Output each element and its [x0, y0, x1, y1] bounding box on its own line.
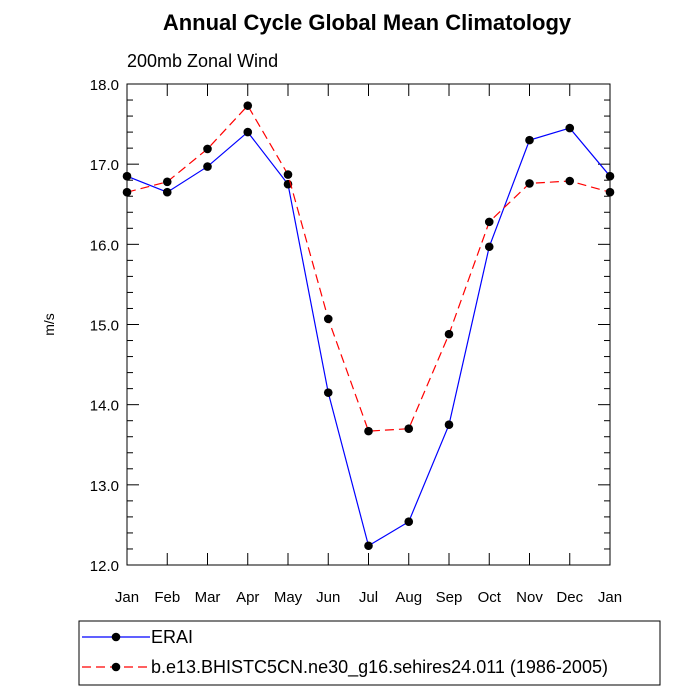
x-tick-label: Jan	[115, 589, 139, 606]
y-tick-label: 18.0	[90, 77, 119, 94]
chart-subtitle: 200mb Zonal Wind	[127, 51, 278, 71]
data-point	[525, 135, 534, 145]
data-point	[364, 541, 373, 551]
x-tick-label: Aug	[395, 589, 422, 606]
data-point	[323, 314, 333, 324]
x-tick-label: Jun	[316, 589, 340, 606]
legend-box	[78, 620, 661, 686]
data-point	[605, 187, 615, 197]
legend: ERAI b.e13.BHISTC5CN.ne30_g16.sehires24.0…	[78, 620, 661, 686]
data-point	[162, 177, 172, 187]
data-point	[404, 517, 414, 527]
data-point	[162, 187, 172, 197]
y-tick-label: 16.0	[90, 237, 119, 254]
y-axis-ticks: 12.0 13.0 14.0 15.0 16.0 17.0 18.0	[90, 77, 610, 575]
y-tick-label: 15.0	[90, 318, 119, 335]
y-tick-label: 17.0	[90, 157, 119, 174]
data-point	[283, 170, 293, 179]
data-point	[605, 171, 615, 181]
y-tick-label: 14.0	[90, 398, 119, 415]
x-tick-label: Oct	[478, 589, 502, 606]
data-point	[565, 176, 575, 186]
data-point	[484, 242, 494, 252]
data-point	[243, 127, 253, 137]
data-point	[404, 424, 414, 434]
series-line	[126, 127, 611, 547]
legend-item: ERAI	[82, 627, 193, 647]
legend-marker	[111, 662, 121, 672]
data-point	[444, 420, 454, 430]
chart-title: Annual Cycle Global Mean Climatology	[163, 10, 572, 35]
legend-item: b.e13.BHISTC5CN.ne30_g16.sehires24.011 (…	[82, 657, 608, 678]
x-tick-label: Dec	[556, 589, 583, 606]
plot-frame	[126, 83, 611, 566]
x-tick-label: Feb	[154, 589, 180, 606]
legend-marker	[111, 632, 121, 642]
x-tick-label: Mar	[195, 589, 221, 606]
x-tick-label: Nov	[516, 589, 543, 606]
legend-label: b.e13.BHISTC5CN.ne30_g16.sehires24.011 (…	[151, 657, 608, 678]
data-point	[203, 144, 212, 154]
y-tick-label: 13.0	[90, 478, 119, 495]
data-point	[484, 217, 494, 227]
data-point	[444, 329, 454, 339]
data-point	[323, 388, 333, 397]
data-point	[122, 171, 132, 181]
series-group	[122, 101, 615, 551]
x-tick-label: Jul	[359, 589, 378, 606]
series-2	[122, 101, 615, 436]
x-tick-label: Sep	[436, 589, 463, 606]
data-point	[364, 426, 373, 436]
series-line	[126, 104, 611, 432]
data-point	[565, 123, 575, 133]
data-point	[525, 179, 534, 188]
y-tick-label: 12.0	[90, 558, 119, 575]
x-tick-label: Apr	[236, 589, 259, 606]
x-axis-ticks: Jan Feb Mar Apr May Jun Jul Aug Sep Oct Nov Dec Jan	[115, 84, 622, 606]
data-point	[203, 162, 212, 171]
data-point	[243, 101, 253, 110]
legend-label: ERAI	[151, 627, 193, 647]
series-1	[122, 123, 615, 551]
x-tick-label: Jan	[598, 589, 622, 606]
y-axis-label: m/s	[41, 313, 57, 336]
x-tick-label: May	[274, 589, 303, 606]
data-point	[122, 187, 132, 197]
